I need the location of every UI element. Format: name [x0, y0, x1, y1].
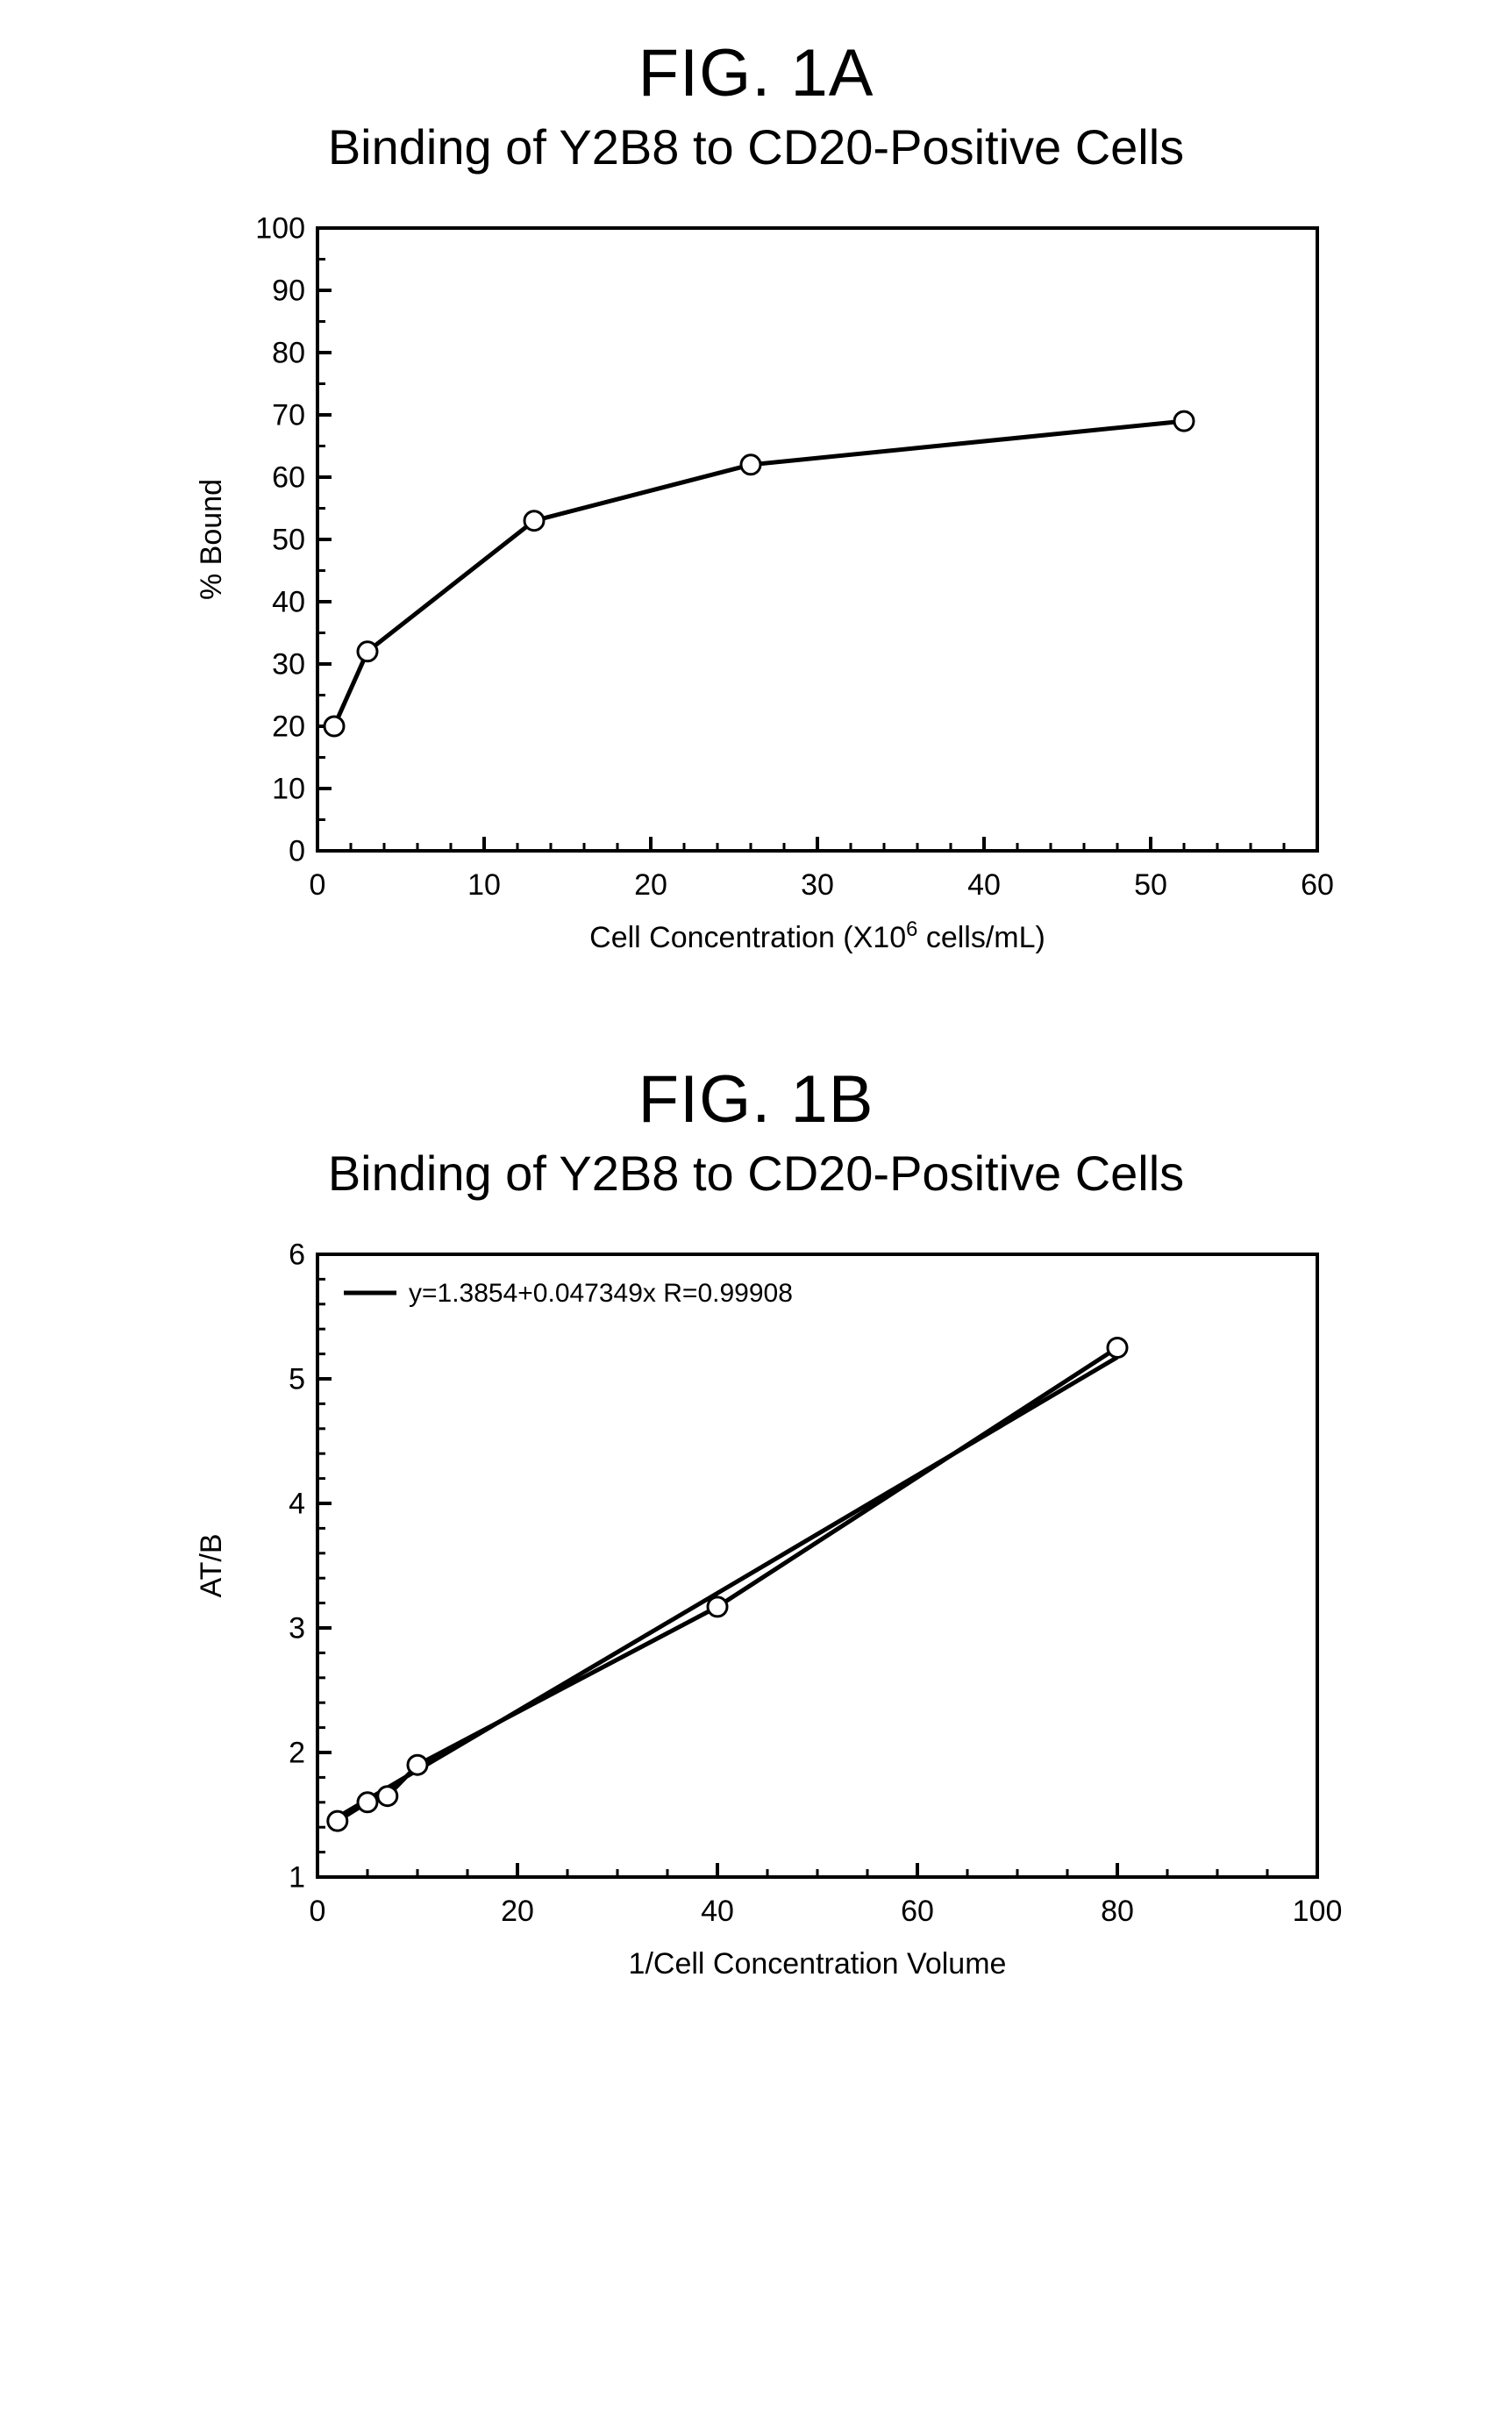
- svg-text:60: 60: [1301, 868, 1334, 902]
- svg-text:0: 0: [289, 834, 305, 867]
- figure-1a: FIG. 1A Binding of Y2B8 to CD20-Positive…: [54, 35, 1458, 991]
- svg-text:5: 5: [289, 1362, 305, 1396]
- svg-text:50: 50: [1134, 868, 1167, 902]
- svg-text:1/Cell Concentration Volume: 1/Cell Concentration Volume: [629, 1947, 1007, 1981]
- svg-text:0: 0: [310, 1895, 326, 1928]
- svg-text:20: 20: [634, 868, 667, 902]
- svg-text:50: 50: [272, 523, 305, 556]
- svg-text:4: 4: [289, 1487, 305, 1520]
- svg-text:40: 40: [967, 868, 1001, 902]
- svg-text:3: 3: [289, 1611, 305, 1645]
- fig-1a-chart: 0 10 20 30 40 50 60 0 10 20 30 40 50 60 70 80 90 100 % Bou…: [142, 202, 1370, 991]
- svg-text:6: 6: [289, 1238, 305, 1271]
- svg-text:20: 20: [272, 710, 305, 743]
- svg-text:y=1.3854+0.047349x R=0.99908: y=1.3854+0.047349x R=0.99908: [409, 1279, 793, 1308]
- svg-text:60: 60: [272, 460, 305, 494]
- fig-1b-chart: 0 20 40 60 80 100 1 2 3 4 5 6 AT/B 1/Cell Concentrati…: [142, 1228, 1370, 2017]
- svg-text:90: 90: [272, 274, 305, 307]
- svg-text:Cell Concentration (X106 cells: Cell Concentration (X106 cells/mL): [589, 917, 1045, 955]
- svg-text:60: 60: [901, 1895, 934, 1928]
- fig-1b-title: Binding of Y2B8 to CD20-Positive Cells: [54, 1145, 1458, 1202]
- fig-1a-title: Binding of Y2B8 to CD20-Positive Cells: [54, 118, 1458, 175]
- svg-text:1: 1: [289, 1860, 305, 1894]
- fig-1a-chart-wrap: 0 10 20 30 40 50 60 0 10 20 30 40 50 60 70 80 90 100 % Bou…: [54, 202, 1458, 991]
- svg-text:40: 40: [272, 585, 305, 618]
- svg-text:80: 80: [272, 336, 305, 369]
- svg-text:10: 10: [467, 868, 501, 902]
- svg-text:0: 0: [310, 868, 326, 902]
- figure-1b: FIG. 1B Binding of Y2B8 to CD20-Positive…: [54, 1061, 1458, 2017]
- svg-text:20: 20: [501, 1895, 534, 1928]
- svg-text:70: 70: [272, 398, 305, 432]
- fig-1a-number: FIG. 1A: [54, 35, 1458, 111]
- fig-1b-chart-wrap: 0 20 40 60 80 100 1 2 3 4 5 6 AT/B 1/Cell Concentrati…: [54, 1228, 1458, 2017]
- svg-text:AT/B: AT/B: [195, 1533, 228, 1597]
- svg-text:% Bound: % Bound: [195, 479, 228, 600]
- svg-text:10: 10: [272, 772, 305, 805]
- svg-text:100: 100: [1293, 1895, 1343, 1928]
- svg-text:30: 30: [272, 647, 305, 681]
- svg-text:40: 40: [701, 1895, 734, 1928]
- svg-text:80: 80: [1101, 1895, 1134, 1928]
- fig-1b-number: FIG. 1B: [54, 1061, 1458, 1138]
- svg-text:100: 100: [255, 211, 305, 245]
- svg-text:30: 30: [801, 868, 834, 902]
- svg-text:2: 2: [289, 1736, 305, 1769]
